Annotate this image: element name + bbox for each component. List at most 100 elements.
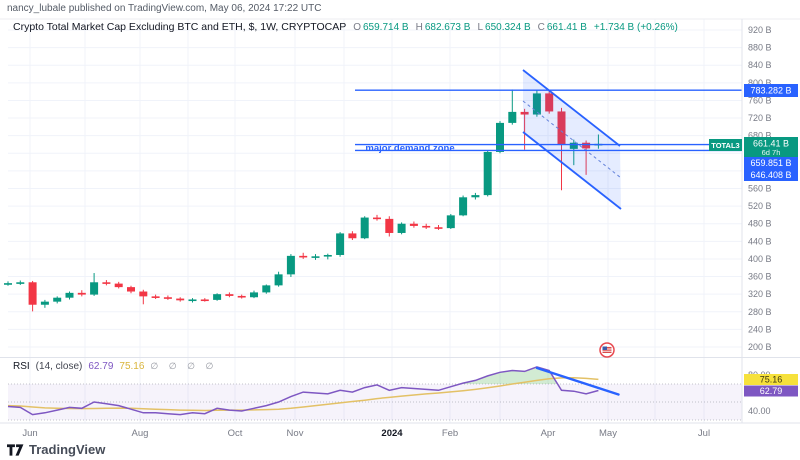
svg-text:760 B: 760 B	[748, 95, 772, 105]
symbol-tag-badge	[709, 139, 742, 151]
ohlc-low: L 650.324 B	[477, 22, 531, 33]
svg-text:320 B: 320 B	[748, 289, 772, 299]
rsi-legend[interactable]: RSI (14, close) 62.79 75.16 ∅ ∅ ∅ ∅	[13, 361, 217, 372]
rsi-overbought-fill	[460, 366, 558, 384]
svg-text:40.00: 40.00	[748, 406, 771, 416]
svg-text:880 B: 880 B	[748, 43, 772, 53]
candle	[4, 281, 12, 286]
symbol-legend[interactable]: Crypto Total Market Cap Excluding BTC an…	[13, 21, 678, 33]
svg-text:Apr: Apr	[541, 428, 556, 439]
ohlc-open: O 659.714 B	[353, 22, 409, 33]
svg-text:659.851 B: 659.851 B	[750, 158, 791, 168]
svg-text:62.79: 62.79	[760, 386, 783, 396]
rsi-badge	[744, 385, 798, 397]
price-badge	[744, 169, 798, 181]
price-badge	[744, 84, 798, 97]
candle	[409, 221, 418, 228]
svg-text:560 B: 560 B	[748, 184, 772, 194]
candle	[446, 214, 455, 230]
svg-text:400 B: 400 B	[748, 254, 772, 264]
candle	[459, 195, 468, 217]
candle	[286, 254, 295, 277]
candle	[496, 121, 504, 154]
candle	[262, 284, 271, 294]
event-marker-icon[interactable]	[599, 342, 615, 358]
channel-median-line[interactable]	[522, 100, 621, 178]
svg-text:800 B: 800 B	[748, 78, 772, 88]
candle	[360, 216, 369, 240]
candle	[90, 273, 99, 296]
attribution-bar: nancy_lubale published on TradingView.co…	[7, 3, 321, 14]
candle	[225, 292, 234, 298]
candle	[163, 295, 172, 300]
rsi-indicator-name[interactable]: RSI	[13, 361, 30, 372]
candle	[397, 222, 406, 235]
svg-text:920 B: 920 B	[748, 25, 772, 35]
candle	[213, 293, 222, 301]
candle	[102, 280, 111, 286]
candle	[422, 223, 431, 230]
rsi-trendline[interactable]	[535, 366, 620, 396]
bar-change: +1.734 B (+0.26%)	[593, 22, 678, 33]
svg-text:6d 7h: 6d 7h	[762, 148, 781, 157]
candle	[508, 89, 517, 125]
svg-text:Nov: Nov	[287, 428, 304, 439]
price-badge	[744, 157, 798, 169]
svg-text:646.408 B: 646.408 B	[750, 170, 791, 180]
svg-text:480 B: 480 B	[748, 219, 772, 229]
ohlc-close: C 661.41 B	[537, 22, 587, 33]
candle	[188, 298, 197, 303]
svg-text:Jun: Jun	[22, 428, 37, 439]
candle	[483, 150, 492, 197]
candle	[582, 140, 591, 175]
candle	[471, 192, 480, 200]
attribution-text: nancy_lubale published on TradingView.co…	[7, 3, 322, 14]
rsi-line	[7, 366, 599, 416]
svg-text:680 B: 680 B	[748, 131, 772, 141]
candle	[53, 296, 62, 304]
candle	[237, 294, 246, 299]
gridlines	[8, 19, 742, 423]
symbol-title[interactable]: Crypto Total Market Cap Excluding BTC an…	[13, 21, 347, 33]
tradingview-logo-icon	[7, 443, 24, 456]
candle	[127, 285, 135, 294]
time-axis[interactable]: Jun Aug Oct Nov 2024 Feb Apr May Jul	[22, 428, 710, 439]
candle	[274, 271, 283, 287]
svg-text:240 B: 240 B	[748, 324, 772, 334]
svg-text:360 B: 360 B	[748, 272, 772, 282]
svg-text:2024: 2024	[381, 428, 403, 439]
candle	[176, 297, 185, 302]
candle	[28, 280, 37, 312]
tradingview-logo[interactable]: TradingView	[7, 442, 105, 457]
svg-text:720 B: 720 B	[748, 113, 772, 123]
candle	[151, 294, 160, 300]
rsi-badge	[744, 374, 798, 385]
candle	[77, 290, 86, 297]
rsi-value: 62.79	[88, 361, 114, 372]
svg-text:Oct: Oct	[228, 428, 243, 439]
svg-text:TOTAL3: TOTAL3	[711, 141, 739, 150]
svg-text:440 B: 440 B	[748, 236, 772, 246]
svg-text:75.16: 75.16	[760, 375, 783, 385]
rsi-params: (14, close)	[35, 361, 83, 372]
rsi-empty-values: ∅ ∅ ∅ ∅	[150, 361, 218, 371]
rsi-ma-value: 75.16	[119, 361, 145, 372]
tradingview-logo-text: TradingView	[29, 442, 106, 457]
candle	[336, 232, 345, 257]
candlestick-series	[4, 89, 603, 312]
candle	[40, 299, 49, 308]
candle	[532, 90, 541, 117]
svg-text:280 B: 280 B	[748, 307, 772, 317]
svg-text:661.41 B: 661.41 B	[753, 139, 789, 149]
candle	[545, 91, 554, 114]
svg-text:Feb: Feb	[442, 428, 458, 439]
svg-text:840 B: 840 B	[748, 60, 772, 70]
candle	[299, 252, 308, 259]
rsi-pane	[7, 366, 742, 421]
demand-zone-label[interactable]: major demand zone	[365, 143, 454, 154]
channel-upper-line[interactable]	[522, 69, 621, 147]
svg-text:520 B: 520 B	[748, 201, 772, 211]
